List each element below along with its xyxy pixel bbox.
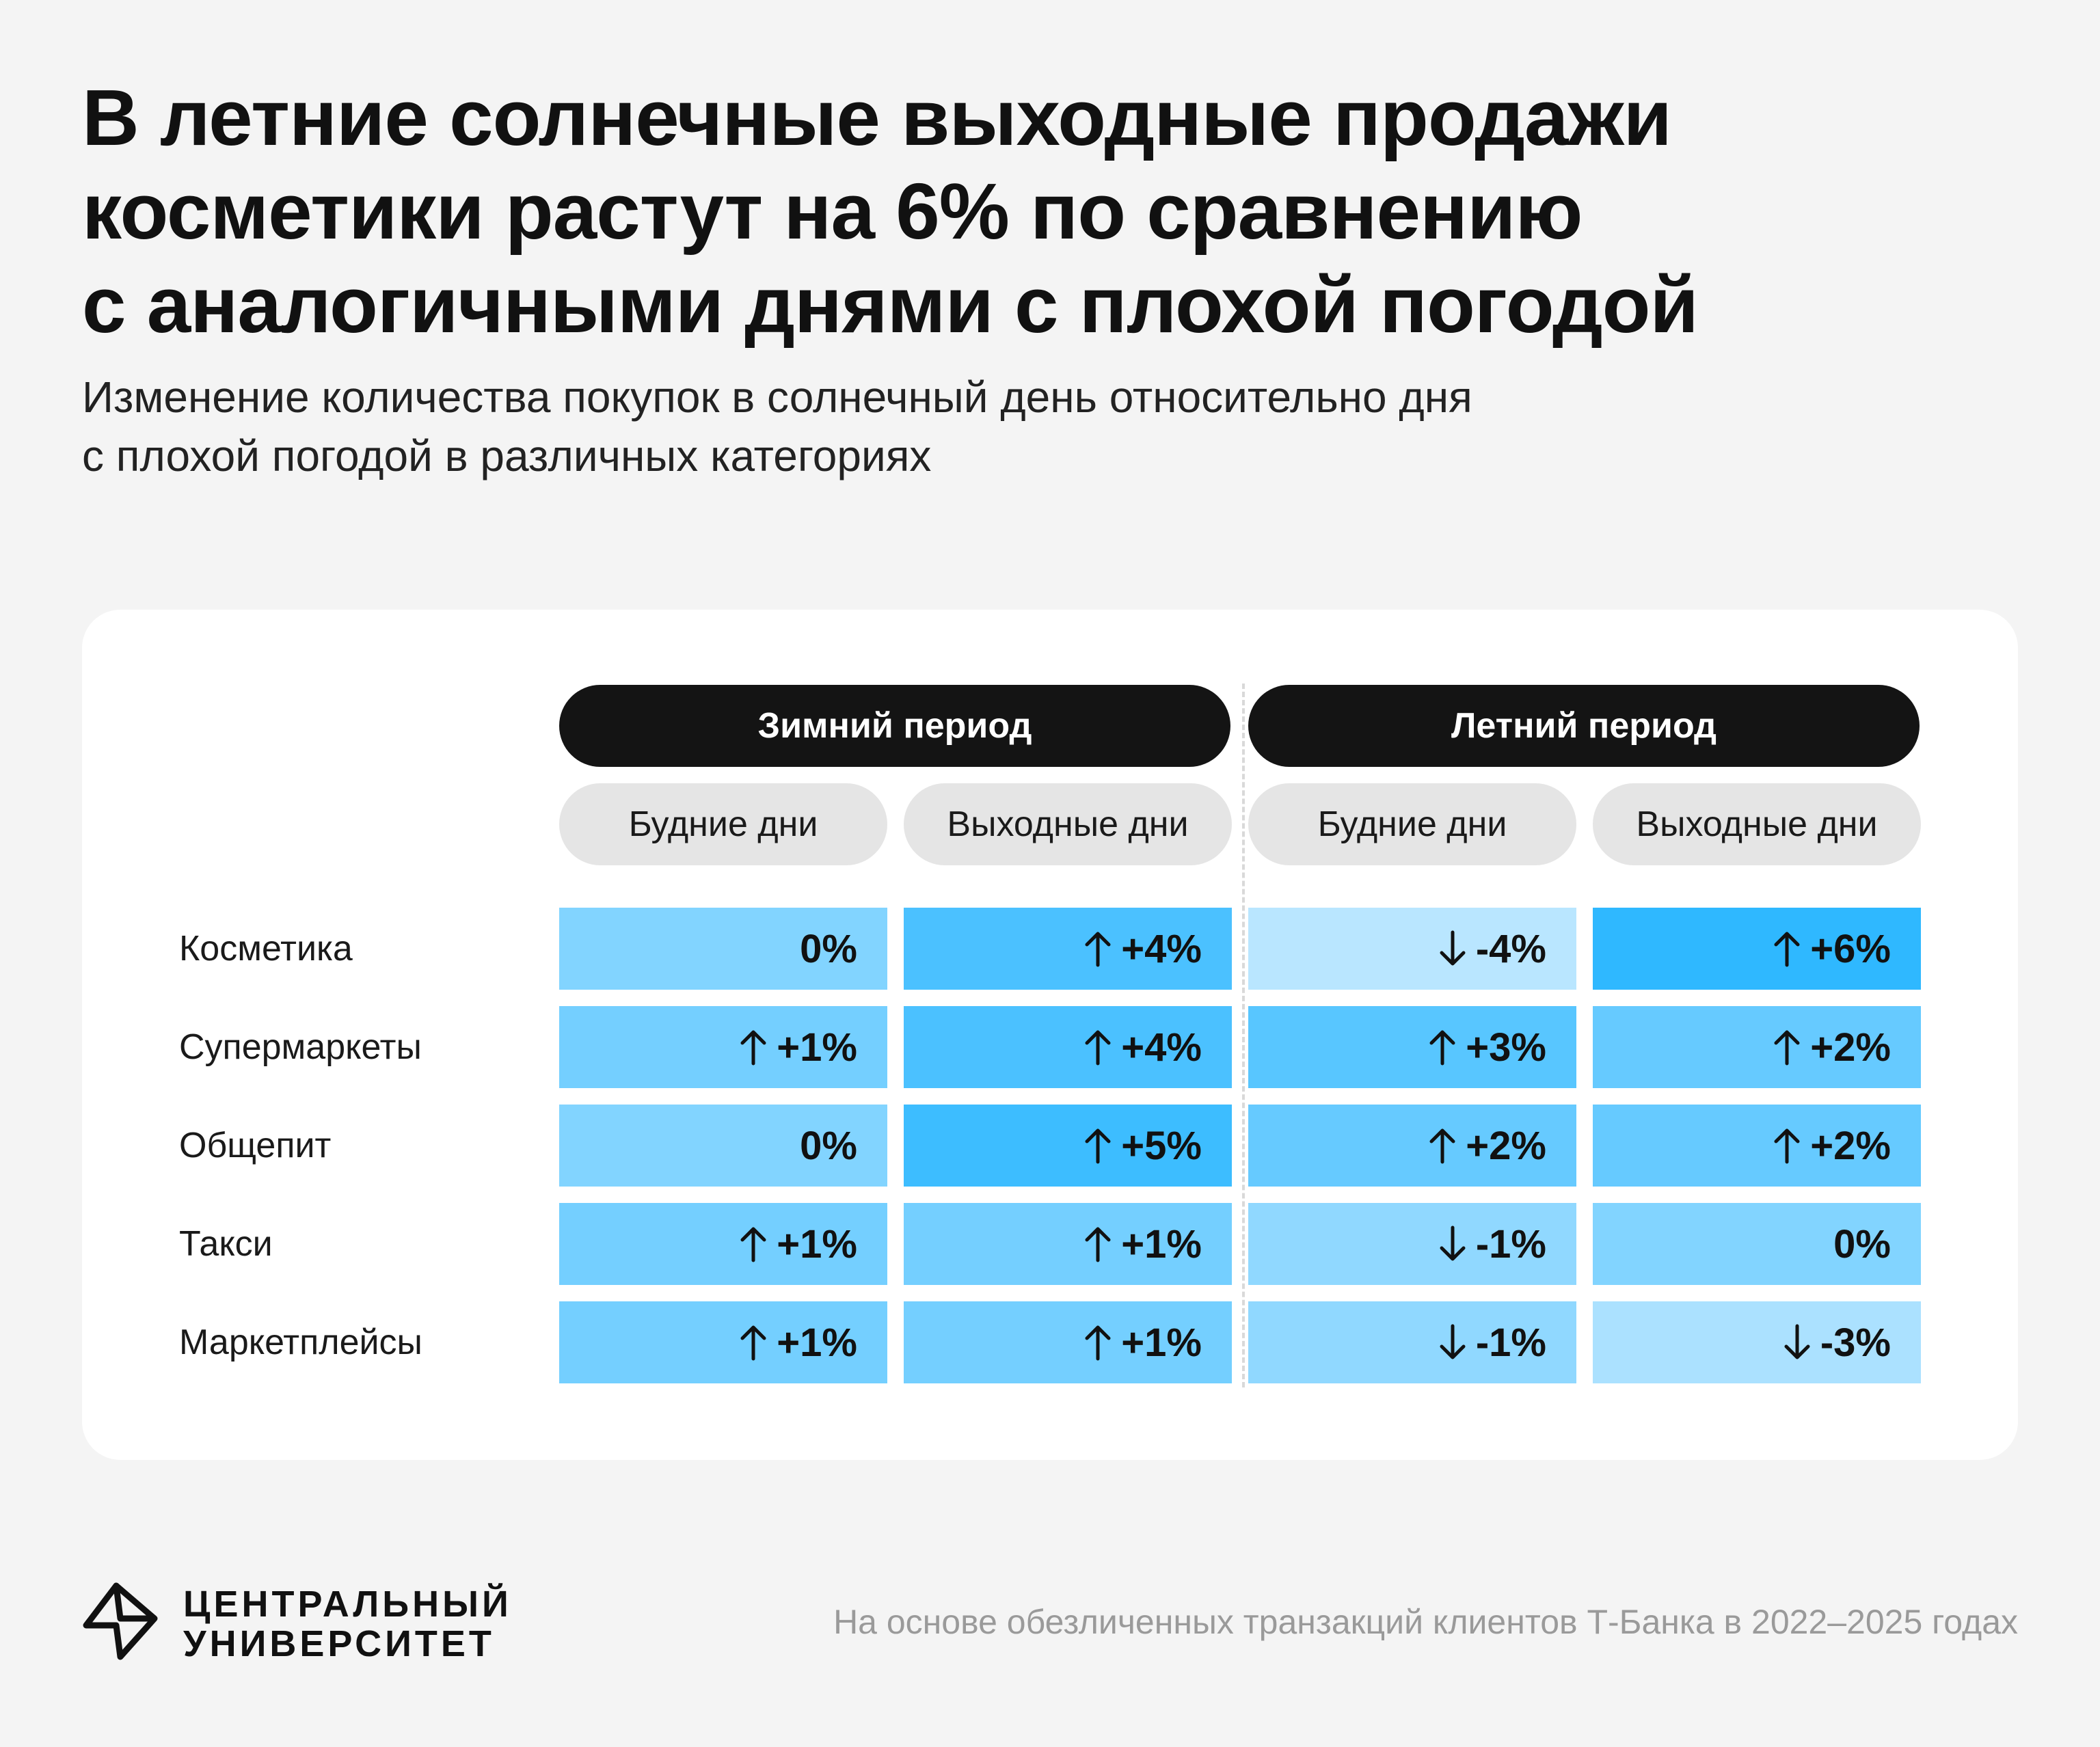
arrow-up-icon xyxy=(1084,1225,1112,1263)
cell-value: +1% xyxy=(1121,1221,1202,1267)
cell-summer-weekdays: -1% xyxy=(1248,1301,1576,1383)
arrow-up-icon xyxy=(1084,1028,1112,1066)
arrow-up-icon xyxy=(740,1028,767,1066)
arrow-up-icon xyxy=(740,1323,767,1362)
cell-winter-weekdays: +1% xyxy=(559,1203,887,1285)
arrow-up-icon xyxy=(1084,1126,1112,1165)
cell-winter-weekdays: 0% xyxy=(559,908,887,990)
cell-value: 0% xyxy=(1833,1221,1891,1267)
cell-value: +1% xyxy=(777,1320,857,1365)
cell-summer-weekends: +2% xyxy=(1593,1006,1921,1088)
cell-value: 0% xyxy=(800,1123,857,1168)
cell-summer-weekdays: -1% xyxy=(1248,1203,1576,1285)
page-subtitle: Изменение количества покупок в солнечный… xyxy=(82,373,1472,480)
arrow-down-icon xyxy=(1439,1225,1466,1263)
cell-summer-weekdays: -4% xyxy=(1248,908,1576,990)
arrow-up-icon xyxy=(1429,1126,1456,1165)
arrow-up-icon xyxy=(1429,1028,1456,1066)
column-header-winter-weekends: Выходные дни xyxy=(904,783,1232,865)
row-label: Общепит xyxy=(179,1126,332,1165)
cell-summer-weekends: +2% xyxy=(1593,1105,1921,1187)
arrow-down-icon xyxy=(1439,1323,1466,1362)
cell-value: -4% xyxy=(1475,926,1546,971)
cell-value: +5% xyxy=(1121,1123,1202,1168)
cell-value: +2% xyxy=(1810,1123,1891,1168)
cell-summer-weekdays: +2% xyxy=(1248,1105,1576,1187)
brand-name: ЦЕНТРАЛЬНЫЙ УНИВЕРСИТЕТ xyxy=(183,1584,512,1664)
period-header-winter: Зимний период xyxy=(559,685,1230,767)
cell-value: +4% xyxy=(1121,1025,1202,1070)
source-note: На основе обезличенных транзакций клиент… xyxy=(833,1603,2018,1641)
period-divider xyxy=(1242,683,1245,1387)
arrow-up-icon xyxy=(1773,930,1801,968)
arrow-up-icon xyxy=(1084,1323,1112,1362)
row-label: Такси xyxy=(179,1224,273,1264)
page-title: В летние солнечные выходные продажи косм… xyxy=(82,73,1699,349)
column-header-winter-weekdays: Будние дни xyxy=(559,783,887,865)
cell-value: +1% xyxy=(777,1221,857,1267)
cell-winter-weekdays: +1% xyxy=(559,1006,887,1088)
cell-summer-weekends: 0% xyxy=(1593,1203,1921,1285)
central-university-logo-icon xyxy=(83,1582,158,1660)
period-header-summer: Летний период xyxy=(1248,685,1920,767)
cell-value: -1% xyxy=(1475,1221,1546,1267)
row-label: Маркетплейсы xyxy=(179,1323,422,1362)
column-header-summer-weekdays: Будние дни xyxy=(1248,783,1576,865)
cell-value: -3% xyxy=(1820,1320,1891,1365)
column-header-summer-weekends: Выходные дни xyxy=(1593,783,1921,865)
cell-winter-weekends: +4% xyxy=(904,908,1232,990)
cell-value: 0% xyxy=(800,926,857,971)
cell-value: +1% xyxy=(777,1025,857,1070)
cell-winter-weekdays: +1% xyxy=(559,1301,887,1383)
row-label: Косметика xyxy=(179,929,353,969)
arrow-up-icon xyxy=(1773,1028,1801,1066)
cell-winter-weekdays: 0% xyxy=(559,1105,887,1187)
cell-value: -1% xyxy=(1475,1320,1546,1365)
cell-winter-weekends: +5% xyxy=(904,1105,1232,1187)
arrow-down-icon xyxy=(1439,930,1466,968)
cell-summer-weekdays: +3% xyxy=(1248,1006,1576,1088)
cell-summer-weekends: -3% xyxy=(1593,1301,1921,1383)
cell-value: +6% xyxy=(1810,926,1891,971)
cell-summer-weekends: +6% xyxy=(1593,908,1921,990)
arrow-up-icon xyxy=(740,1225,767,1263)
cell-winter-weekends: +4% xyxy=(904,1006,1232,1088)
cell-winter-weekends: +1% xyxy=(904,1203,1232,1285)
arrow-up-icon xyxy=(1084,930,1112,968)
cell-value: +3% xyxy=(1466,1025,1546,1070)
cell-value: +2% xyxy=(1466,1123,1546,1168)
cell-winter-weekends: +1% xyxy=(904,1301,1232,1383)
cell-value: +1% xyxy=(1121,1320,1202,1365)
cell-value: +2% xyxy=(1810,1025,1891,1070)
arrow-down-icon xyxy=(1783,1323,1811,1362)
row-label: Супермаркеты xyxy=(179,1027,422,1067)
arrow-up-icon xyxy=(1773,1126,1801,1165)
cell-value: +4% xyxy=(1121,926,1202,971)
